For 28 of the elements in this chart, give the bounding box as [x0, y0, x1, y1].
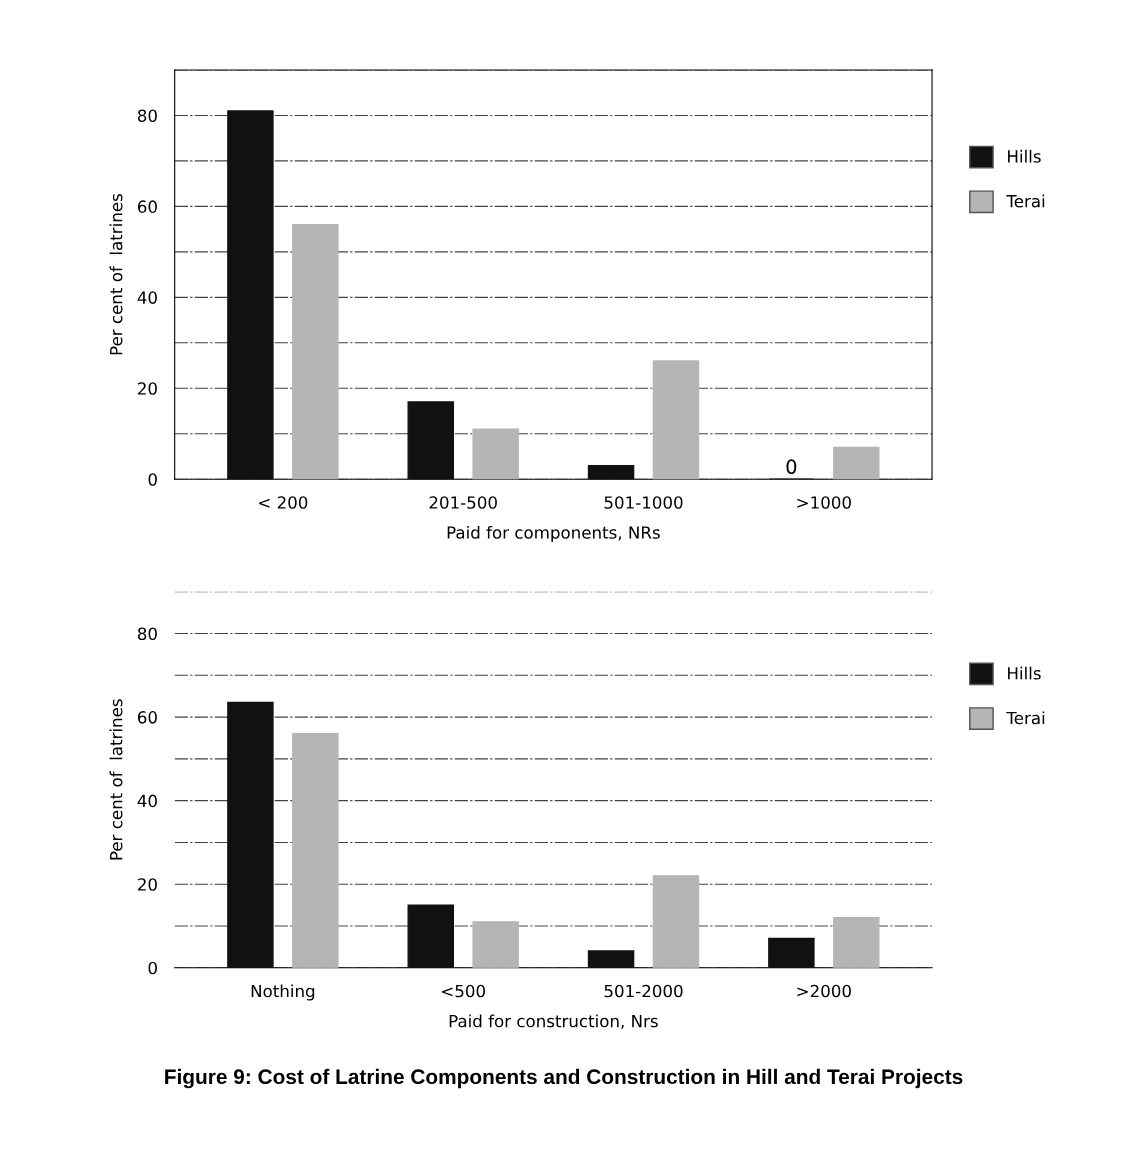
- data-label: 0: [786, 459, 797, 475]
- x-tick-label: 201-500: [429, 496, 497, 509]
- caption: Figure 9: Cost of Latrine Components and Construction in Hill and Terai Projects: [165, 1068, 963, 1089]
- x-tick-label: >1000: [797, 496, 851, 509]
- y-tick-label: 60: [137, 711, 157, 724]
- y-tick-label: 80: [137, 627, 157, 641]
- legend-label: Hills: [1008, 666, 1041, 680]
- y-axis-title: Per cent of latrines: [109, 194, 123, 355]
- x-tick-label: >2000: [797, 984, 851, 998]
- legend-label: Terai: [1006, 194, 1045, 208]
- y-tick-label: 0: [148, 961, 157, 975]
- x-tick-label: < 200: [259, 496, 308, 509]
- legend-label: Terai: [1006, 711, 1045, 725]
- x-tick-label: 501-2000: [604, 984, 683, 998]
- y-tick-label: 20: [138, 878, 157, 891]
- y-tick-label: 60: [137, 200, 157, 213]
- y-tick-label: 0: [148, 473, 157, 486]
- x-tick-label: Nothing: [251, 984, 315, 1001]
- y-tick-label: 20: [138, 382, 157, 395]
- y-tick-label: 40: [137, 291, 157, 304]
- x-axis-title: Paid for components, NRs: [447, 525, 660, 543]
- y-tick-label: 40: [137, 794, 157, 808]
- x-tick-label: 501-1000: [604, 496, 683, 509]
- legend-label: Hills: [1008, 149, 1041, 163]
- x-tick-label: <500: [442, 984, 485, 998]
- y-tick-label: 80: [137, 109, 157, 122]
- y-axis-title: Per cent of latrines: [109, 699, 123, 860]
- x-axis-title: Paid for construction, Nrs: [449, 1014, 658, 1030]
